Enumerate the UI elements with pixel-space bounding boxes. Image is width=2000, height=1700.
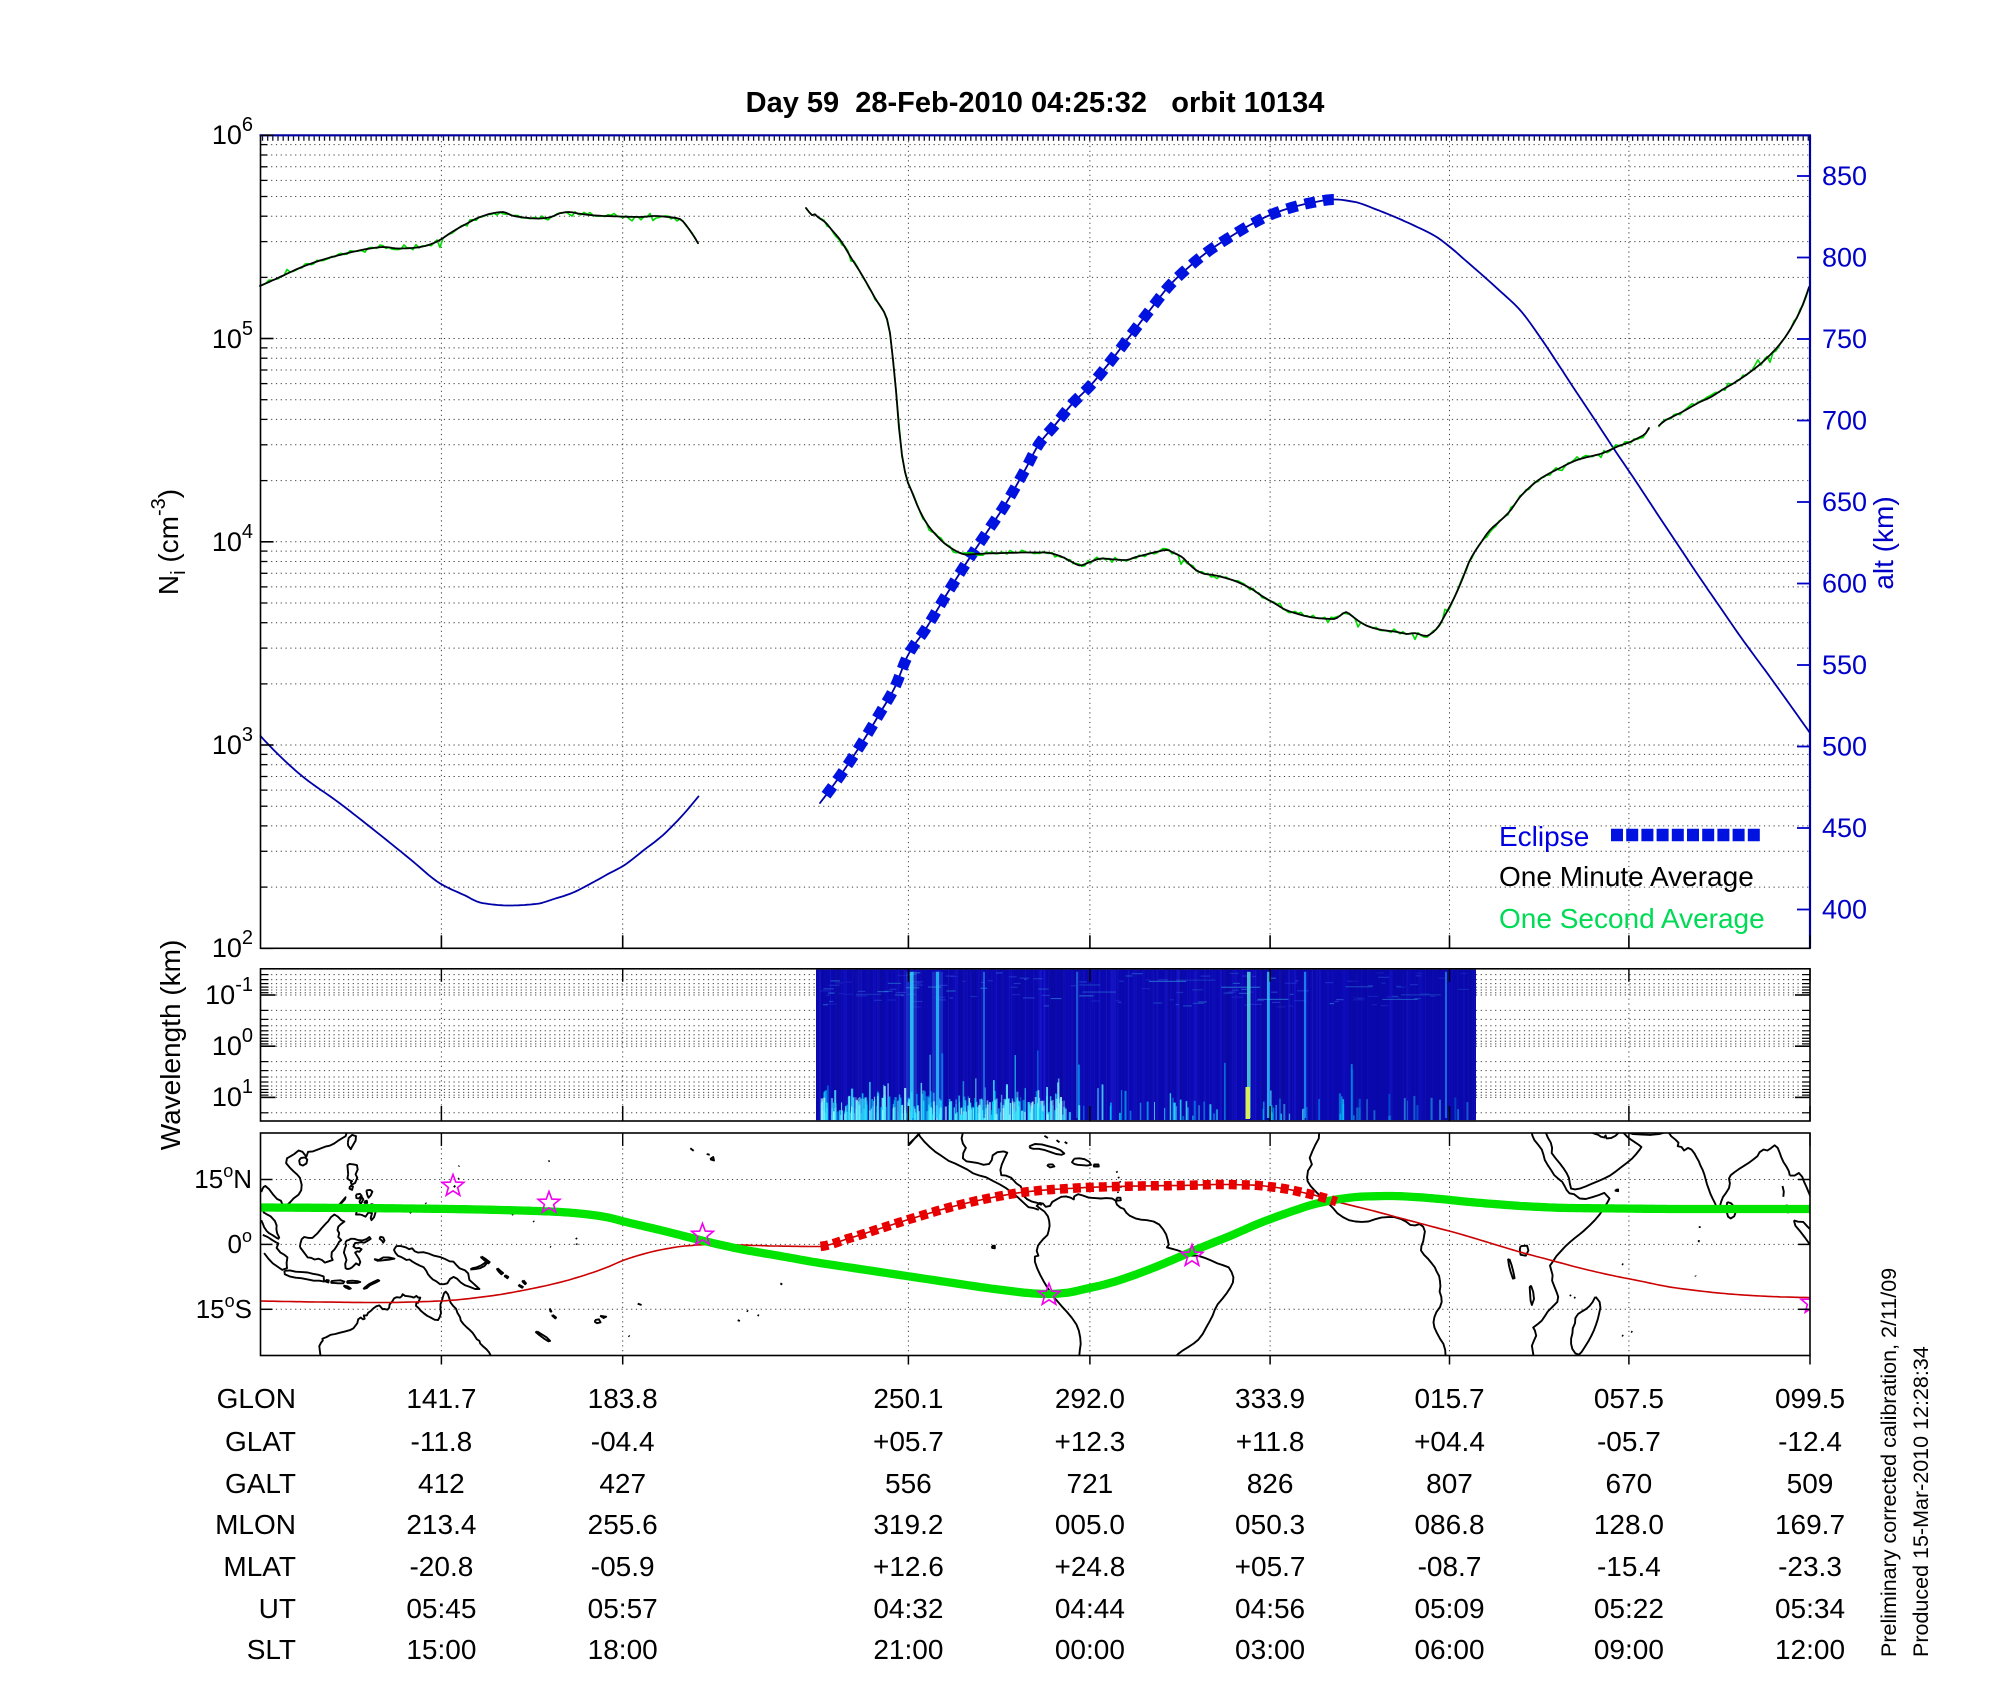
- svg-text:15oN: 15oN: [194, 1161, 252, 1194]
- svg-text:700: 700: [1822, 406, 1867, 436]
- svg-text:412: 412: [418, 1468, 465, 1499]
- svg-text:alt (km): alt (km): [1868, 496, 1899, 589]
- svg-text:06:00: 06:00: [1414, 1634, 1484, 1665]
- svg-text:05:09: 05:09: [1414, 1593, 1484, 1624]
- svg-text:255.6: 255.6: [588, 1509, 658, 1540]
- svg-text:807: 807: [1426, 1468, 1473, 1499]
- svg-text:05:22: 05:22: [1594, 1593, 1664, 1624]
- svg-text:500: 500: [1822, 732, 1867, 762]
- svg-text:Eclipse: Eclipse: [1499, 821, 1589, 852]
- svg-text:Day 59 28-Feb-2010 04:25:32: Day 59 28-Feb-2010 04:25:32 orbit 10134: [746, 87, 1325, 119]
- svg-text:-12.4: -12.4: [1778, 1426, 1842, 1457]
- svg-text:292.0: 292.0: [1055, 1383, 1125, 1414]
- svg-text:169.7: 169.7: [1775, 1509, 1845, 1540]
- svg-text:-05.9: -05.9: [591, 1551, 655, 1582]
- svg-text:826: 826: [1247, 1468, 1294, 1499]
- svg-text:GLAT: GLAT: [225, 1426, 296, 1457]
- svg-text:MLON: MLON: [215, 1509, 296, 1540]
- svg-text:213.4: 213.4: [406, 1509, 476, 1540]
- svg-text:721: 721: [1067, 1468, 1114, 1499]
- svg-text:15oS: 15oS: [196, 1291, 252, 1324]
- svg-text:+05.7: +05.7: [1235, 1551, 1306, 1582]
- svg-text:04:56: 04:56: [1235, 1593, 1305, 1624]
- svg-text:-11.8: -11.8: [411, 1426, 473, 1457]
- svg-text:+24.8: +24.8: [1054, 1551, 1125, 1582]
- svg-text:750: 750: [1822, 324, 1867, 354]
- svg-text:057.5: 057.5: [1594, 1383, 1664, 1414]
- svg-text:128.0: 128.0: [1594, 1509, 1664, 1540]
- svg-text:015.7: 015.7: [1414, 1383, 1484, 1414]
- svg-text:+12.6: +12.6: [873, 1551, 944, 1582]
- svg-text:005.0: 005.0: [1055, 1509, 1125, 1540]
- svg-text:333.9: 333.9: [1235, 1383, 1305, 1414]
- svg-text:00:00: 00:00: [1055, 1634, 1125, 1665]
- svg-text:+11.8: +11.8: [1236, 1426, 1305, 1457]
- svg-text:650: 650: [1822, 487, 1867, 517]
- svg-text:12:00: 12:00: [1775, 1634, 1845, 1665]
- svg-text:One Second Average: One Second Average: [1499, 903, 1765, 934]
- svg-text:-23.3: -23.3: [1778, 1551, 1842, 1582]
- svg-text:099.5: 099.5: [1775, 1383, 1845, 1414]
- svg-text:509: 509: [1787, 1468, 1834, 1499]
- svg-text:09:00: 09:00: [1594, 1634, 1664, 1665]
- svg-text:GLON: GLON: [217, 1383, 296, 1414]
- svg-text:450: 450: [1822, 813, 1867, 843]
- svg-text:+04.4: +04.4: [1414, 1426, 1485, 1457]
- svg-text:15:00: 15:00: [406, 1634, 476, 1665]
- svg-text:141.7: 141.7: [406, 1383, 476, 1414]
- svg-text:556: 556: [885, 1468, 932, 1499]
- svg-text:670: 670: [1606, 1468, 1653, 1499]
- svg-text:183.8: 183.8: [588, 1383, 658, 1414]
- svg-text:-04.4: -04.4: [591, 1426, 655, 1457]
- svg-text:One Minute Average: One Minute Average: [1499, 861, 1754, 892]
- svg-text:18:00: 18:00: [588, 1634, 658, 1665]
- svg-text:SLT: SLT: [247, 1634, 296, 1665]
- svg-text:Wavelength (km): Wavelength (km): [155, 940, 186, 1151]
- svg-text:03:00: 03:00: [1235, 1634, 1305, 1665]
- svg-text:800: 800: [1822, 243, 1867, 273]
- svg-text:-08.7: -08.7: [1418, 1551, 1482, 1582]
- svg-text:+05.7: +05.7: [873, 1426, 944, 1457]
- svg-text:850: 850: [1822, 161, 1867, 191]
- svg-text:050.3: 050.3: [1235, 1509, 1305, 1540]
- svg-text:Ni (cm-3): Ni (cm-3): [148, 489, 190, 595]
- svg-text:Produced 15-Mar-2010 12:28:34: Produced 15-Mar-2010 12:28:34: [1909, 1346, 1933, 1657]
- svg-text:400: 400: [1822, 895, 1867, 925]
- svg-text:Preliminary corrected calibrat: Preliminary corrected calibration, 2/11/…: [1877, 1268, 1901, 1657]
- svg-text:GALT: GALT: [225, 1468, 296, 1499]
- svg-text:250.1: 250.1: [873, 1383, 943, 1414]
- svg-text:04:44: 04:44: [1055, 1593, 1125, 1624]
- svg-text:+12.3: +12.3: [1054, 1426, 1125, 1457]
- svg-text:-15.4: -15.4: [1597, 1551, 1661, 1582]
- svg-text:04:32: 04:32: [873, 1593, 943, 1624]
- svg-text:-05.7: -05.7: [1597, 1426, 1661, 1457]
- svg-text:05:57: 05:57: [588, 1593, 658, 1624]
- svg-text:05:45: 05:45: [406, 1593, 476, 1624]
- svg-text:086.8: 086.8: [1414, 1509, 1484, 1540]
- svg-text:427: 427: [599, 1468, 646, 1499]
- svg-text:550: 550: [1822, 650, 1867, 680]
- svg-text:21:00: 21:00: [873, 1634, 943, 1665]
- svg-text:UT: UT: [259, 1593, 296, 1624]
- svg-text:-20.8: -20.8: [409, 1551, 473, 1582]
- svg-text:600: 600: [1822, 569, 1867, 599]
- svg-text:319.2: 319.2: [873, 1509, 943, 1540]
- svg-text:MLAT: MLAT: [223, 1551, 296, 1582]
- svg-text:05:34: 05:34: [1775, 1593, 1845, 1624]
